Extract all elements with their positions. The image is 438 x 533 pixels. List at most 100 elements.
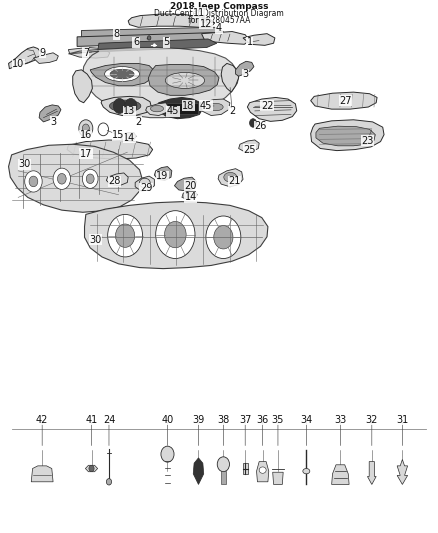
Circle shape bbox=[53, 168, 71, 189]
Text: 7: 7 bbox=[83, 48, 89, 58]
Text: 36: 36 bbox=[257, 415, 269, 425]
Ellipse shape bbox=[303, 469, 310, 474]
Polygon shape bbox=[316, 126, 375, 146]
Circle shape bbox=[148, 36, 151, 40]
Polygon shape bbox=[85, 201, 268, 269]
Text: 10: 10 bbox=[12, 60, 24, 69]
Polygon shape bbox=[311, 120, 384, 151]
Polygon shape bbox=[273, 472, 283, 484]
Polygon shape bbox=[239, 140, 259, 152]
Text: 33: 33 bbox=[334, 415, 346, 425]
Text: 34: 34 bbox=[300, 415, 312, 425]
Circle shape bbox=[165, 221, 186, 248]
Circle shape bbox=[153, 44, 155, 47]
Circle shape bbox=[89, 465, 94, 472]
Circle shape bbox=[106, 479, 112, 485]
Circle shape bbox=[217, 457, 230, 472]
Polygon shape bbox=[121, 133, 136, 141]
Polygon shape bbox=[311, 92, 377, 109]
Polygon shape bbox=[218, 168, 243, 187]
Text: 17: 17 bbox=[80, 149, 92, 159]
Ellipse shape bbox=[150, 106, 163, 112]
Text: 2: 2 bbox=[135, 117, 141, 127]
Text: 18: 18 bbox=[182, 101, 194, 111]
Polygon shape bbox=[157, 98, 202, 119]
Text: 23: 23 bbox=[361, 135, 374, 146]
Polygon shape bbox=[182, 191, 197, 199]
Polygon shape bbox=[221, 63, 239, 92]
Circle shape bbox=[25, 171, 42, 192]
Polygon shape bbox=[68, 47, 110, 58]
Bar bbox=[243, 463, 248, 474]
Text: 25: 25 bbox=[244, 144, 256, 155]
Text: 13: 13 bbox=[124, 106, 136, 116]
Text: 14: 14 bbox=[124, 133, 136, 143]
Polygon shape bbox=[39, 105, 61, 122]
Circle shape bbox=[206, 216, 241, 259]
Ellipse shape bbox=[259, 467, 266, 473]
Text: 14: 14 bbox=[184, 192, 197, 203]
Text: 24: 24 bbox=[103, 415, 115, 425]
Polygon shape bbox=[367, 462, 376, 484]
Text: 5: 5 bbox=[163, 37, 170, 47]
Polygon shape bbox=[201, 31, 250, 44]
Polygon shape bbox=[31, 466, 53, 482]
Text: 41: 41 bbox=[85, 415, 98, 425]
Polygon shape bbox=[174, 177, 196, 191]
Polygon shape bbox=[81, 27, 223, 38]
Circle shape bbox=[82, 124, 89, 133]
Polygon shape bbox=[73, 70, 92, 103]
Circle shape bbox=[82, 169, 98, 188]
Text: 22: 22 bbox=[261, 101, 273, 111]
Polygon shape bbox=[33, 53, 58, 63]
Text: for 68280457AA: for 68280457AA bbox=[188, 15, 250, 25]
Text: 39: 39 bbox=[192, 415, 205, 425]
Text: 32: 32 bbox=[366, 415, 378, 425]
Text: 28: 28 bbox=[108, 176, 120, 187]
Polygon shape bbox=[397, 459, 408, 484]
Text: 2018 Jeep Compass: 2018 Jeep Compass bbox=[170, 2, 268, 11]
Circle shape bbox=[57, 173, 66, 184]
Polygon shape bbox=[101, 96, 151, 116]
Circle shape bbox=[86, 174, 94, 183]
Ellipse shape bbox=[110, 100, 141, 112]
Text: 19: 19 bbox=[156, 171, 168, 181]
Text: 15: 15 bbox=[113, 130, 125, 140]
Ellipse shape bbox=[105, 67, 140, 82]
Text: 31: 31 bbox=[396, 415, 409, 425]
Circle shape bbox=[108, 214, 143, 257]
Polygon shape bbox=[148, 64, 219, 95]
Text: 37: 37 bbox=[239, 415, 251, 425]
Polygon shape bbox=[9, 144, 143, 212]
Polygon shape bbox=[247, 98, 297, 122]
Text: 29: 29 bbox=[140, 183, 152, 193]
Text: 11: 11 bbox=[193, 8, 205, 18]
Ellipse shape bbox=[208, 103, 223, 111]
Polygon shape bbox=[67, 140, 152, 159]
Circle shape bbox=[155, 211, 195, 259]
Text: 38: 38 bbox=[217, 415, 230, 425]
Circle shape bbox=[250, 119, 257, 127]
Text: 1: 1 bbox=[247, 37, 253, 47]
Text: 21: 21 bbox=[228, 176, 240, 187]
Circle shape bbox=[29, 176, 38, 187]
Text: 45: 45 bbox=[167, 106, 179, 116]
Polygon shape bbox=[135, 176, 154, 191]
Circle shape bbox=[214, 225, 233, 249]
Text: 42: 42 bbox=[36, 415, 48, 425]
Text: 35: 35 bbox=[272, 415, 284, 425]
Polygon shape bbox=[90, 63, 154, 86]
Ellipse shape bbox=[110, 69, 134, 79]
Bar bbox=[221, 471, 226, 484]
Polygon shape bbox=[201, 99, 230, 116]
Polygon shape bbox=[146, 103, 169, 116]
Ellipse shape bbox=[165, 72, 205, 88]
Ellipse shape bbox=[224, 172, 237, 182]
Circle shape bbox=[79, 120, 93, 137]
Text: 3: 3 bbox=[242, 69, 248, 79]
Polygon shape bbox=[193, 458, 204, 484]
Polygon shape bbox=[68, 47, 239, 118]
Text: 12: 12 bbox=[200, 19, 212, 29]
Text: 30: 30 bbox=[18, 159, 31, 169]
Text: 4: 4 bbox=[216, 23, 222, 34]
